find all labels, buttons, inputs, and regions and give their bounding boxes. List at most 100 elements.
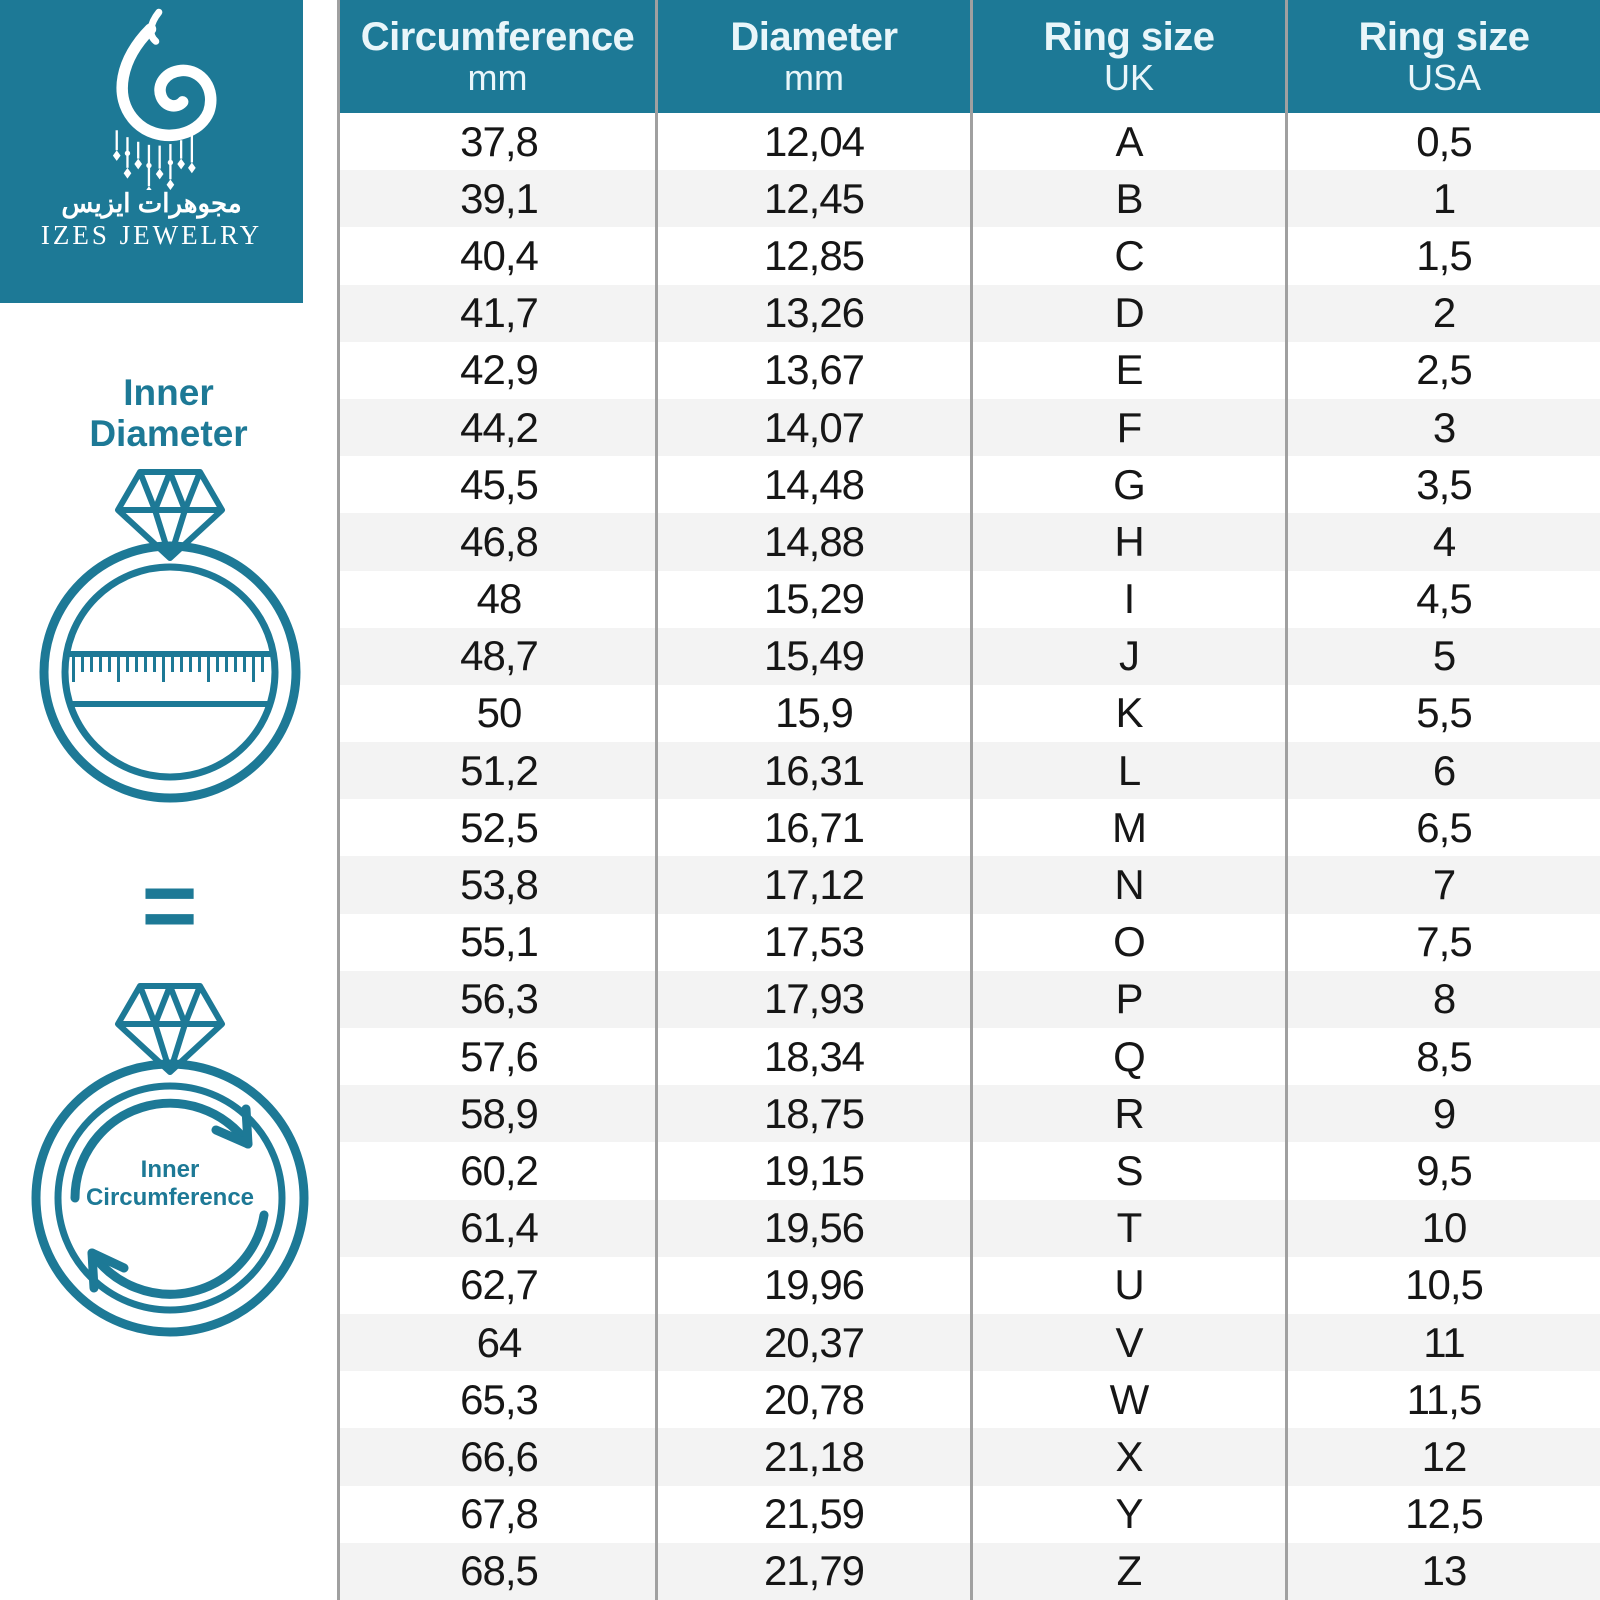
- column-unit: UK: [1103, 57, 1154, 98]
- table-row: 64 20,37 V 11: [340, 1313, 1600, 1372]
- cell-ring-size-uk: P: [970, 970, 1285, 1028]
- ruler-icon: [67, 651, 273, 707]
- cell-circumference-mm: 62,7: [460, 1261, 539, 1309]
- cell-ring-size-usa: 2: [1285, 284, 1600, 342]
- column-title: Circumference: [360, 15, 635, 59]
- cell-ring-size-uk: Z: [970, 1542, 1285, 1600]
- column-title: Diameter: [730, 15, 898, 59]
- cell-circumference-mm: 40,4: [460, 231, 539, 279]
- column-header-ring-size-uk: Ring size UK: [970, 0, 1285, 113]
- inner-circumference-label: Inner Circumference: [0, 1156, 340, 1211]
- cell-ring-size-uk: F: [970, 398, 1285, 457]
- table-row: 51,2 16,31 L 6: [340, 742, 1600, 800]
- cell-diameter-mm: 12,04: [655, 113, 970, 171]
- cell-circumference-mm: 52,5: [460, 803, 539, 851]
- cell-ring-size-usa: 3,5: [1285, 456, 1600, 514]
- cell-circumference-mm: 37,8: [460, 117, 539, 165]
- cell-circumference-mm: 48: [476, 575, 523, 623]
- cell-ring-size-uk: T: [970, 1199, 1285, 1257]
- cell-ring-size-usa: 11: [1285, 1313, 1600, 1372]
- brand-name-latin: IZES JEWELRY: [40, 220, 263, 250]
- cell-diameter-mm: 16,71: [655, 799, 970, 857]
- cell-ring-size-uk: N: [970, 856, 1285, 914]
- table-row: 62,7 19,96 U 10,5: [340, 1256, 1600, 1314]
- cell-ring-size-usa: 6: [1285, 742, 1600, 800]
- cell-ring-size-usa: 1: [1285, 170, 1600, 228]
- cell-diameter-mm: 14,07: [655, 398, 970, 457]
- table-row: 46,8 14,88 H 4: [340, 513, 1600, 571]
- column-header-diameter: Diameter mm: [655, 0, 970, 113]
- cell-ring-size-usa: 0,5: [1285, 113, 1600, 171]
- column-header-ring-size-usa: Ring size USA: [1285, 0, 1600, 113]
- cell-diameter-mm: 12,85: [655, 227, 970, 285]
- table-row: 48 15,29 I 4,5: [340, 570, 1600, 628]
- cell-circumference-mm: 60,2: [460, 1146, 539, 1194]
- table-row: 60,2 19,15 S 9,5: [340, 1142, 1600, 1200]
- cell-diameter-mm: 19,96: [655, 1256, 970, 1314]
- cell-diameter-mm: 21,59: [655, 1485, 970, 1543]
- cell-diameter-mm: 13,67: [655, 341, 970, 399]
- column-unit: mm: [784, 57, 844, 98]
- cell-circumference-mm: 48,7: [460, 632, 539, 680]
- cell-ring-size-usa: 4,5: [1285, 570, 1600, 628]
- cell-diameter-mm: 21,18: [655, 1428, 970, 1486]
- cell-ring-size-usa: 5: [1285, 627, 1600, 685]
- cell-ring-size-uk: Q: [970, 1028, 1285, 1086]
- inner-diameter-label-line1: Inner: [123, 372, 214, 413]
- cell-circumference-mm: 58,9: [460, 1089, 539, 1137]
- table-header: Circumference mm Diameter mm Ring size U…: [340, 0, 1600, 113]
- cell-ring-size-usa: 7,5: [1285, 913, 1600, 971]
- cell-ring-size-usa: 10,5: [1285, 1256, 1600, 1314]
- table-row: 41,7 13,26 D 2: [340, 284, 1600, 342]
- cell-ring-size-usa: 4: [1285, 513, 1600, 571]
- column-header-circumference: Circumference mm: [340, 0, 655, 113]
- cell-ring-size-usa: 7: [1285, 856, 1600, 914]
- cell-ring-size-usa: 3: [1285, 398, 1600, 457]
- table-row: 39,1 12,45 B 1: [340, 170, 1600, 228]
- inner-circumference-label-line2: Circumference: [85, 1183, 255, 1211]
- cell-ring-size-usa: 2,5: [1285, 341, 1600, 399]
- cell-circumference-mm: 45,5: [460, 460, 539, 508]
- cell-ring-size-uk: Y: [970, 1485, 1285, 1543]
- column-unit: USA: [1406, 57, 1482, 98]
- table-row: 52,5 16,71 M 6,5: [340, 799, 1600, 857]
- cell-ring-size-uk: D: [970, 284, 1285, 342]
- cell-ring-size-uk: L: [970, 742, 1285, 800]
- cell-diameter-mm: 19,56: [655, 1199, 970, 1257]
- table-row: 40,4 12,85 C 1,5: [340, 227, 1600, 285]
- rotation-arrows-icon: [70, 1098, 269, 1299]
- cell-ring-size-uk: X: [970, 1428, 1285, 1486]
- cell-ring-size-usa: 12: [1285, 1428, 1600, 1486]
- cell-diameter-mm: 19,15: [655, 1142, 970, 1200]
- table-row: 67,8 21,59 Y 12,5: [340, 1485, 1600, 1543]
- table-row: 56,3 17,93 P 8: [340, 970, 1600, 1028]
- cell-ring-size-uk: K: [970, 684, 1285, 743]
- cell-ring-size-uk: C: [970, 227, 1285, 285]
- diamond-icon: [115, 983, 225, 1075]
- column-title: Ring size: [1043, 15, 1215, 59]
- cell-diameter-mm: 14,48: [655, 456, 970, 514]
- cell-ring-size-uk: S: [970, 1142, 1285, 1200]
- inner-circumference-label-line1: Inner: [140, 1156, 200, 1183]
- cell-ring-size-uk: G: [970, 456, 1285, 514]
- cell-ring-size-usa: 6,5: [1285, 799, 1600, 857]
- cell-diameter-mm: 14,88: [655, 513, 970, 571]
- cell-diameter-mm: 17,93: [655, 970, 970, 1028]
- cell-diameter-mm: 13,26: [655, 284, 970, 342]
- cell-ring-size-uk: J: [970, 627, 1285, 685]
- cell-diameter-mm: 15,29: [655, 570, 970, 628]
- table-row: 58,9 18,75 R 9: [340, 1085, 1600, 1143]
- table-row: 42,9 13,67 E 2,5: [340, 341, 1600, 399]
- cell-ring-size-usa: 1,5: [1285, 227, 1600, 285]
- cell-diameter-mm: 17,53: [655, 913, 970, 971]
- cell-circumference-mm: 41,7: [460, 289, 539, 337]
- cell-ring-size-usa: 8: [1285, 970, 1600, 1028]
- cell-ring-size-uk: H: [970, 513, 1285, 571]
- cell-diameter-mm: 15,49: [655, 627, 970, 685]
- cell-ring-size-usa: 10: [1285, 1199, 1600, 1257]
- cell-diameter-mm: 18,34: [655, 1028, 970, 1086]
- cell-ring-size-uk: A: [970, 113, 1285, 171]
- cell-circumference-mm: 39,1: [460, 174, 539, 222]
- cell-diameter-mm: 15,9: [655, 684, 970, 743]
- cell-circumference-mm: 53,8: [460, 861, 539, 909]
